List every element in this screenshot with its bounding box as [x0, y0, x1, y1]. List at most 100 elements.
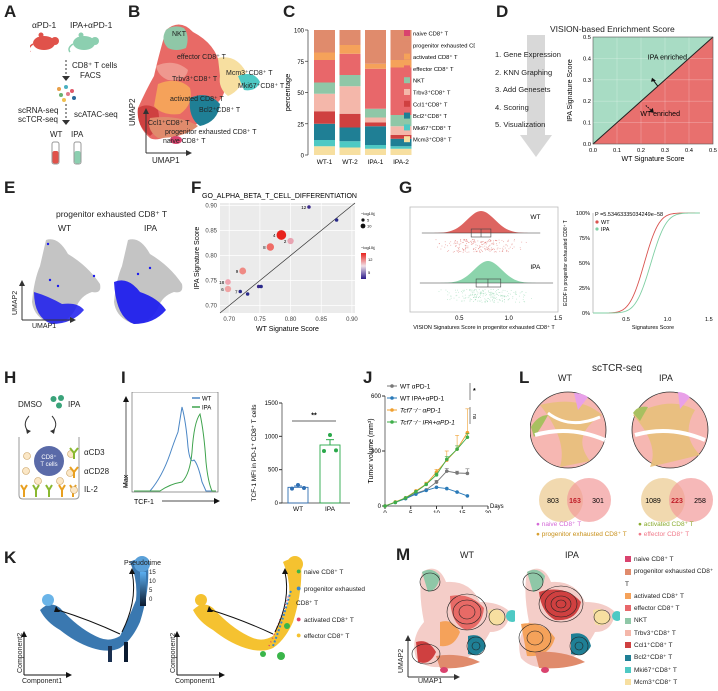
- jitter-point: [488, 249, 490, 251]
- pseudotime-colorbar: [140, 572, 146, 606]
- jitter-point: [506, 250, 507, 252]
- jitter-point: [501, 239, 503, 241]
- umap-axes-arrows-m: [405, 635, 460, 680]
- legend-label: Ccl1⁺CD8⁺ T: [634, 642, 673, 650]
- jitter-point: [484, 298, 486, 300]
- x-tick-label: WT-2: [342, 159, 358, 166]
- jitter-point: [458, 251, 459, 253]
- jitter-point: [507, 240, 509, 242]
- jitter-point: [450, 241, 452, 243]
- jitter-point: [480, 292, 482, 294]
- ipa-label: IPA: [68, 400, 81, 409]
- jitter-point: [521, 241, 523, 243]
- jitter-point: [499, 299, 500, 301]
- enrichment-diagram: 0.0 0.1 0.2 0.3 0.4 0.5 0.0 0.1 0.2 0.3 0.4 0.5 WT S…: [567, 35, 717, 163]
- jitter-point: [490, 289, 492, 290]
- jitter-point: [502, 289, 504, 291]
- jitter-point: [471, 240, 473, 242]
- legend-label: WT: [601, 220, 610, 226]
- x-tick-label: 0.2: [637, 148, 645, 154]
- jitter-point: [463, 297, 465, 299]
- trajectory-celltype: [174, 556, 303, 678]
- x-tick-label: 0.0: [589, 148, 597, 154]
- color-legend-label: 12: [368, 257, 373, 262]
- arrow-down-icon: [62, 60, 70, 81]
- jitter-point: [501, 300, 503, 302]
- curved-arrows-icon: [24, 415, 57, 434]
- jitter-point: [501, 297, 503, 299]
- data-point: [259, 284, 263, 289]
- jitter-point: [450, 297, 452, 299]
- jitter-point: [444, 246, 446, 248]
- bar-segment: [390, 135, 412, 139]
- jitter-point: [456, 294, 458, 296]
- umap1-label-e: UMAP1: [32, 323, 57, 330]
- jitter-point: [449, 242, 450, 244]
- jitter-point: [475, 289, 477, 290]
- bar-segment: [390, 146, 412, 149]
- umap-density-wt: [411, 568, 515, 673]
- jitter-point: [463, 241, 464, 243]
- bar-segment: [390, 126, 412, 135]
- jitter-point: [462, 292, 463, 294]
- legend-swatch: [625, 679, 631, 686]
- jitter-point: [492, 299, 493, 300]
- data-point: [307, 205, 311, 209]
- jitter-point: [504, 290, 506, 292]
- data-point: [383, 504, 387, 508]
- jitter-point: [489, 300, 491, 302]
- jitter-point: [476, 250, 478, 252]
- jitter-point: [465, 239, 467, 240]
- jitter-point: [488, 239, 490, 241]
- legend-label: progenitor exhausted CD8⁺ T: [625, 568, 714, 588]
- jitter-point: [523, 294, 525, 296]
- umap-wt-highlight: [32, 239, 101, 324]
- x-tick-label: 15: [459, 511, 466, 513]
- jitter-point: [504, 301, 505, 303]
- jitter-point: [502, 249, 504, 251]
- jitter-point: [458, 250, 460, 252]
- jitter-point: [489, 299, 491, 300]
- data-point: [434, 480, 439, 484]
- component1-label: Component1: [22, 678, 63, 685]
- data-point: [224, 285, 232, 293]
- dmso-label: DMSO: [18, 400, 42, 409]
- bar-segment: [339, 75, 361, 87]
- jitter-point: [490, 240, 492, 242]
- legend-item: ● effector CD8⁺ T: [296, 630, 350, 640]
- jitter-point: [473, 295, 475, 297]
- legend-label: naive CD8⁺ T: [541, 521, 582, 528]
- jitter-point: [515, 290, 517, 292]
- data-point: [455, 471, 459, 475]
- legend-label: Bcl2⁺CD8⁺ T: [413, 113, 447, 120]
- jitter-point: [456, 243, 458, 245]
- jitter-point: [472, 290, 474, 292]
- legend-label: progenitor exhausted CD8⁺ T: [296, 585, 366, 608]
- jitter-point: [505, 244, 507, 246]
- size-legend-label: 10: [367, 224, 372, 229]
- bar-segment: [390, 115, 412, 127]
- legend-swatch: [404, 30, 410, 36]
- jitter-point: [461, 242, 463, 243]
- jitter-point: [490, 294, 492, 296]
- il2-icon: [70, 486, 78, 494]
- bar-segment: [365, 108, 386, 118]
- jitter-point: [498, 292, 500, 293]
- jitter-point: [481, 291, 483, 293]
- jitter-point: [506, 249, 507, 251]
- jitter-point: [489, 250, 491, 252]
- jitter-point: [489, 244, 491, 246]
- jitter-point: [471, 291, 473, 293]
- jitter-point: [513, 240, 515, 242]
- data-point: [424, 488, 428, 493]
- jitter-point: [491, 292, 493, 294]
- jitter-point: [476, 251, 477, 253]
- jitter-point: [456, 241, 458, 242]
- jitter-point: [515, 301, 516, 303]
- jitter-point: [493, 297, 495, 298]
- legend-swatch: [625, 666, 631, 673]
- jitter-point: [480, 242, 482, 244]
- jitter-point: [477, 300, 478, 302]
- diagonal-line: [219, 202, 356, 314]
- arrow-head: [651, 77, 656, 82]
